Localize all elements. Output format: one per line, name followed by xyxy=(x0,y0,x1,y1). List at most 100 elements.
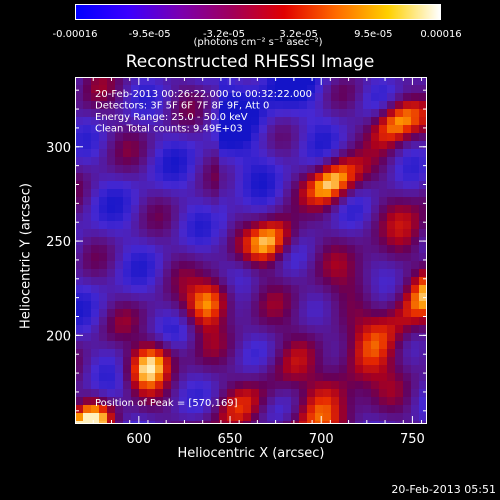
heatmap-cell xyxy=(291,413,299,421)
heatmap-cell xyxy=(147,317,155,325)
heatmap-cell xyxy=(139,261,147,269)
heatmap-cell xyxy=(371,173,379,181)
heatmap-cell xyxy=(203,221,211,229)
heatmap-cell xyxy=(107,301,115,309)
heatmap-cell xyxy=(315,173,323,181)
heatmap-cell xyxy=(323,405,331,413)
heatmap-cell xyxy=(379,325,387,333)
heatmap-cell xyxy=(115,85,123,93)
heatmap-cell xyxy=(171,309,179,317)
heatmap-cell xyxy=(139,309,147,317)
heatmap-cell xyxy=(275,413,283,421)
heatmap-cell xyxy=(259,77,267,85)
heatmap-cell xyxy=(355,85,363,93)
heatmap-cell xyxy=(307,237,315,245)
heatmap-cell xyxy=(403,349,411,357)
heatmap-cell xyxy=(179,389,187,397)
heatmap-cell xyxy=(147,357,155,365)
heatmap-cell xyxy=(347,325,355,333)
heatmap-cell xyxy=(91,317,99,325)
heatmap-cell xyxy=(299,261,307,269)
heatmap-cell xyxy=(291,229,299,237)
heatmap-cell xyxy=(115,253,123,261)
heatmap-cell xyxy=(283,333,291,341)
heatmap-cell xyxy=(107,125,115,133)
heatmap-cell xyxy=(99,245,107,253)
heatmap-cell xyxy=(259,349,267,357)
heatmap-cell xyxy=(99,261,107,269)
heatmap-cell xyxy=(275,205,283,213)
heatmap-cell xyxy=(147,229,155,237)
heatmap-cell xyxy=(339,197,347,205)
x-tick-label: 650 xyxy=(218,432,243,447)
heatmap-cell xyxy=(195,285,203,293)
heatmap-cell xyxy=(331,309,339,317)
heatmap-cell xyxy=(307,245,315,253)
heatmap-cell xyxy=(187,85,195,93)
heatmap-cell xyxy=(291,333,299,341)
heatmap-cell xyxy=(147,173,155,181)
heatmap-cell xyxy=(115,381,123,389)
heatmap-cell xyxy=(107,293,115,301)
heatmap-cell xyxy=(363,125,371,133)
heatmap-cell xyxy=(291,373,299,381)
heatmap-cell xyxy=(139,381,147,389)
heatmap-cell xyxy=(227,413,235,421)
heatmap-cell xyxy=(323,261,331,269)
heatmap-cell xyxy=(379,349,387,357)
heatmap-cell xyxy=(275,165,283,173)
heatmap-cell xyxy=(291,189,299,197)
heatmap-cell xyxy=(403,253,411,261)
heatmap-cell xyxy=(147,181,155,189)
heatmap-cell xyxy=(99,101,107,109)
heatmap-cell xyxy=(347,285,355,293)
heatmap-cell xyxy=(107,341,115,349)
heatmap-cell xyxy=(363,285,371,293)
heatmap-cell xyxy=(163,397,171,405)
heatmap-cell xyxy=(355,221,363,229)
heatmap-cell xyxy=(347,173,355,181)
heatmap-cell xyxy=(275,405,283,413)
heatmap-cell xyxy=(75,341,83,349)
heatmap-cell xyxy=(371,133,379,141)
heatmap-cell xyxy=(227,341,235,349)
heatmap-cell xyxy=(243,93,251,101)
heatmap-cell xyxy=(299,181,307,189)
heatmap-cell xyxy=(347,85,355,93)
heatmap-cell xyxy=(235,397,243,405)
heatmap-cell xyxy=(99,77,107,85)
heatmap-cell xyxy=(419,173,427,181)
heatmap-cell xyxy=(203,125,211,133)
heatmap-cell xyxy=(219,293,227,301)
heatmap-cell xyxy=(275,109,283,117)
heatmap-cell xyxy=(323,349,331,357)
heatmap-cell xyxy=(203,285,211,293)
heatmap-cell xyxy=(227,357,235,365)
heatmap-cell xyxy=(267,397,275,405)
heatmap-cell xyxy=(387,413,395,421)
heatmap-cell xyxy=(331,253,339,261)
heatmap-cell xyxy=(115,213,123,221)
heatmap-cell xyxy=(235,157,243,165)
heatmap-cell xyxy=(267,373,275,381)
heatmap-cell xyxy=(411,125,419,133)
heatmap-cell xyxy=(339,277,347,285)
heatmap-cell xyxy=(339,149,347,157)
heatmap-cell xyxy=(387,325,395,333)
heatmap-cell xyxy=(371,357,379,365)
heatmap-cell xyxy=(179,261,187,269)
heatmap-cell xyxy=(155,413,163,421)
heatmap-cell xyxy=(91,269,99,277)
heatmap-cell xyxy=(379,85,387,93)
heatmap-cell xyxy=(419,101,427,109)
heatmap-cell xyxy=(75,405,83,413)
heatmap-cell xyxy=(83,293,91,301)
heatmap-cell xyxy=(155,205,163,213)
heatmap-cell xyxy=(131,357,139,365)
heatmap-cell xyxy=(235,381,243,389)
heatmap-cell xyxy=(179,325,187,333)
heatmap-cell xyxy=(363,133,371,141)
heatmap-cell xyxy=(323,157,331,165)
heatmap-cell xyxy=(155,109,163,117)
heatmap-cell xyxy=(131,349,139,357)
